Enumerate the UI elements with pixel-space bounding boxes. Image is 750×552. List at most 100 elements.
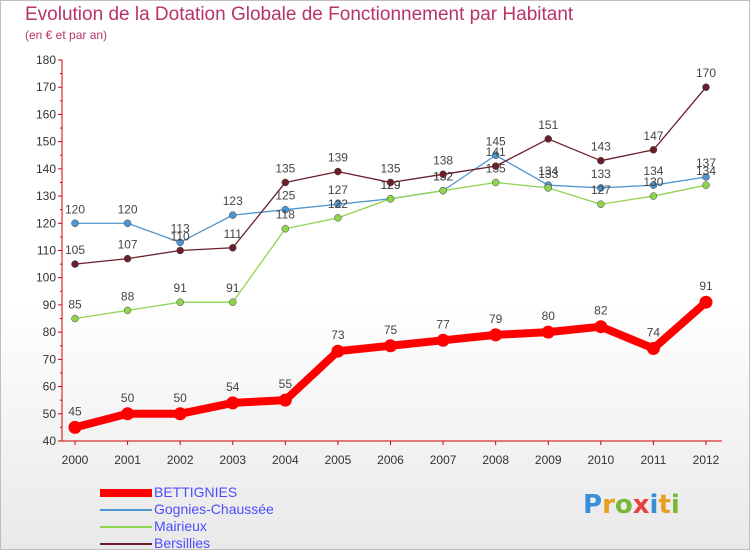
x-tick-label: 2006	[377, 453, 404, 467]
series-line	[71, 298, 710, 432]
data-label: 110	[171, 230, 190, 244]
data-label: 74	[647, 325, 661, 339]
data-point	[331, 344, 345, 358]
data-point	[176, 298, 184, 306]
data-point	[386, 178, 395, 187]
data-label: 45	[68, 404, 82, 418]
x-tick-label: 2010	[587, 453, 614, 467]
data-label: 82	[594, 304, 608, 318]
y-tick-label: 90	[43, 298, 57, 312]
y-tick-label: 120	[36, 216, 56, 230]
data-point	[491, 178, 500, 187]
data-point	[649, 146, 658, 154]
data-point	[281, 205, 290, 214]
data-label: 134	[643, 164, 663, 178]
logo-letter: r	[602, 490, 615, 520]
data-label: 107	[118, 238, 138, 252]
data-label: 50	[121, 391, 135, 405]
data-label: 151	[538, 118, 558, 132]
legend-label: Gognies-Chaussée	[154, 501, 274, 517]
data-label: 118	[276, 208, 295, 222]
data-label: 130	[643, 175, 663, 189]
y-tick-label: 80	[43, 325, 57, 339]
data-point	[281, 224, 290, 233]
data-point	[71, 260, 79, 268]
chart-title: Evolution de la Dotation Globale de Fonc…	[25, 4, 574, 25]
data-label: 137	[696, 156, 716, 170]
data-point	[597, 200, 605, 208]
data-label: 79	[489, 312, 503, 326]
data-label: 138	[433, 153, 453, 167]
x-tick-label: 2004	[272, 453, 299, 467]
data-point	[594, 320, 608, 334]
data-label: 133	[591, 167, 611, 181]
logo-letter: o	[614, 490, 633, 520]
data-point	[544, 184, 552, 192]
x-tick-label: 2003	[219, 453, 246, 467]
data-point	[384, 339, 397, 353]
proxiti-logo: Proxiti	[583, 490, 680, 520]
logo-letter: i	[670, 490, 680, 520]
data-label: 143	[591, 140, 611, 154]
series-bettignies: 45 50 50 54 55 73 75 77 79 80 82 74 91	[68, 279, 713, 434]
data-label: 50	[173, 391, 187, 405]
data-label: 73	[331, 328, 345, 342]
logo-letter: x	[632, 490, 650, 520]
x-tick-label: 2002	[167, 453, 194, 467]
data-point	[702, 83, 710, 91]
data-label: 127	[328, 183, 348, 197]
data-label: 127	[591, 183, 611, 197]
data-label: 91	[226, 281, 240, 295]
data-point	[121, 407, 135, 421]
data-label: 125	[275, 189, 295, 203]
data-point	[649, 181, 658, 189]
series-bersillies: 105 107 110 111 135 139 135 138 141 151 143 147 170	[65, 66, 716, 268]
data-point	[173, 407, 187, 421]
y-tick-label: 60	[43, 380, 57, 394]
data-label: 77	[436, 317, 450, 331]
data-point	[439, 170, 447, 179]
y-tick-label: 140	[36, 162, 56, 176]
data-point	[229, 244, 237, 252]
data-label: 111	[224, 227, 243, 241]
legend-label: Bersillies	[154, 535, 211, 551]
data-point	[71, 219, 79, 228]
data-point	[176, 238, 184, 247]
y-tick-label: 40	[43, 434, 57, 448]
data-label: 141	[486, 145, 506, 159]
data-point	[71, 314, 79, 323]
data-point	[334, 214, 342, 222]
data-point	[699, 295, 713, 309]
data-label: 147	[643, 129, 663, 143]
data-point	[176, 246, 184, 255]
data-label: 85	[68, 298, 82, 312]
data-point	[386, 195, 395, 203]
data-point	[229, 211, 237, 219]
legend-label: BETTIGNIES	[154, 484, 238, 500]
x-tick-label: 2009	[535, 453, 562, 467]
data-point	[281, 178, 290, 187]
x-tick-label: 2008	[482, 453, 509, 467]
y-tick-label: 160	[36, 107, 56, 121]
logo-letter: i	[649, 490, 659, 520]
data-label: 123	[223, 194, 243, 208]
data-point	[646, 341, 660, 355]
data-point	[544, 135, 552, 143]
data-point	[702, 173, 710, 181]
data-label: 55	[279, 377, 293, 391]
data-label: 145	[486, 134, 506, 148]
series-mairieux: 85889191118122129132135133127130134	[68, 161, 716, 323]
data-point	[439, 186, 447, 195]
x-tick-label: 2000	[62, 453, 89, 467]
data-point	[436, 333, 450, 347]
data-label: 120	[65, 202, 85, 216]
x-tick-label: 2012	[693, 453, 720, 467]
data-label: 54	[226, 380, 240, 394]
data-point	[649, 192, 658, 200]
x-tick-label: 2005	[325, 453, 352, 467]
logo-letter: t	[658, 490, 671, 520]
data-point	[334, 167, 342, 176]
y-tick-label: 50	[43, 407, 57, 421]
